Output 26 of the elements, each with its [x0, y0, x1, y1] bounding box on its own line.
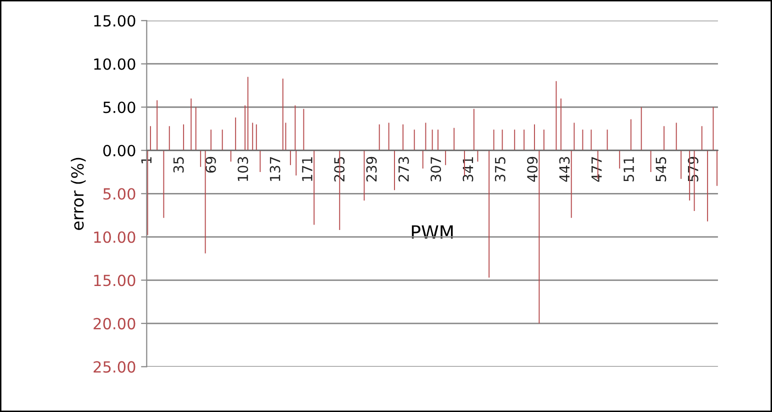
- y-tick-label: 5.00: [103, 188, 136, 200]
- x-tick-label: 35: [173, 157, 184, 173]
- x-tick-label: 409: [527, 156, 538, 182]
- x-tick-label: 545: [656, 157, 666, 182]
- y-axis-title: error (%): [70, 158, 86, 230]
- x-tick-label: 239: [366, 156, 377, 182]
- x-tick-label: 171: [302, 157, 312, 181]
- y-tick-label: 20.00: [94, 318, 136, 330]
- y-tick-label: 15.00: [94, 15, 136, 27]
- x-tick-label: 477: [592, 157, 602, 182]
- x-tick-label: 273: [398, 157, 409, 182]
- x-tick-label: 511: [624, 157, 634, 182]
- x-tick-label: 341: [462, 157, 474, 182]
- y-tick-label: 5.00: [103, 102, 136, 114]
- y-tick-label: 15.00: [94, 274, 136, 286]
- x-tick-label: 443: [559, 157, 570, 182]
- x-tick-label: 307: [430, 157, 442, 182]
- x-tick-label: 205: [334, 157, 345, 182]
- y-tick-label: 10.00: [94, 58, 136, 70]
- y-tick-label: 25.00: [94, 361, 136, 373]
- x-tick-label: 69: [205, 156, 216, 173]
- x-tick-label: 103: [238, 157, 248, 181]
- y-tick-label: 10.00: [94, 231, 136, 243]
- x-tick-label: 137: [270, 157, 280, 181]
- y-tick-label: 0.00: [103, 144, 136, 156]
- x-tick-label: 375: [494, 157, 506, 182]
